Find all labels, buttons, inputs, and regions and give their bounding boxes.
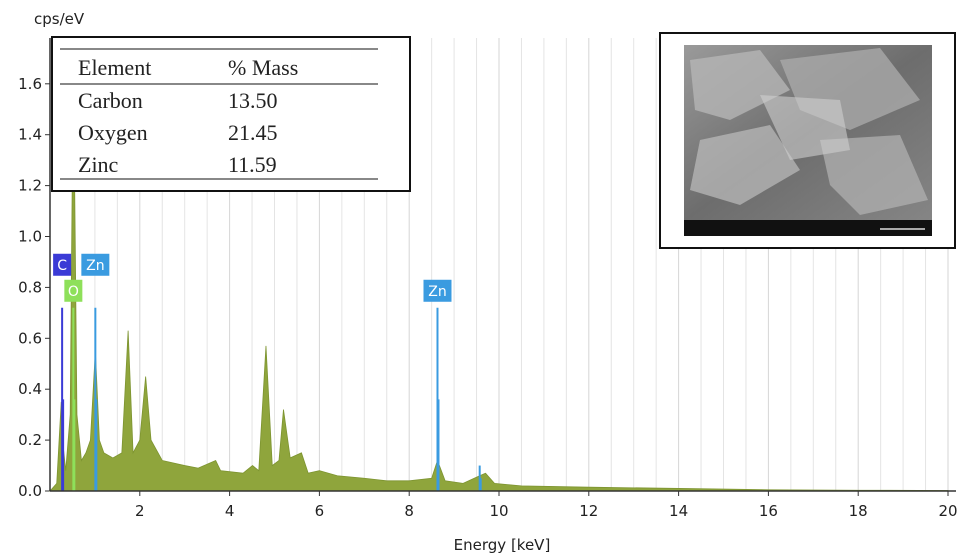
- y-tick-label: 1.0: [18, 228, 42, 246]
- y-tick-label: 0.6: [18, 329, 42, 347]
- table-header: Element: [78, 55, 151, 80]
- y-tick-label: 0.0: [18, 482, 42, 500]
- element-label: O: [68, 284, 79, 300]
- spectrum-area: [49, 53, 949, 492]
- table-header: % Mass: [228, 55, 298, 80]
- y-tick-label: 0.2: [18, 431, 42, 449]
- element-label: C: [57, 258, 67, 274]
- table-cell: Carbon: [78, 88, 143, 113]
- y-tick-label: 1.2: [18, 177, 42, 195]
- data-table: Element % Mass Carbon 13.50 Oxygen 21.45…: [51, 36, 411, 192]
- table-cell: 13.50: [228, 88, 278, 113]
- element-label-box: [64, 279, 83, 302]
- x-tick-label: 12: [579, 502, 598, 520]
- y-tick-label: 1.6: [18, 75, 42, 93]
- x-tick-label: 20: [938, 502, 957, 520]
- x-tick-label: 10: [489, 502, 508, 520]
- x-tick-label: 6: [315, 502, 325, 520]
- x-axis-label: Energy [keV]: [454, 536, 551, 554]
- x-tick-label: 2: [135, 502, 145, 520]
- x-tick-label: 16: [759, 502, 778, 520]
- element-label: Zn: [428, 284, 446, 300]
- x-tick-label: 14: [669, 502, 688, 520]
- element-label-box: [53, 253, 72, 276]
- x-tick-label: 8: [404, 502, 414, 520]
- table-cell: Zinc: [78, 152, 119, 177]
- element-label: Zn: [86, 258, 104, 274]
- sem-image: [659, 32, 956, 249]
- table-cell: 11.59: [228, 152, 277, 177]
- y-tick-label: 0.4: [18, 380, 42, 398]
- y-tick-label: 1.4: [18, 126, 42, 144]
- element-label-box: [81, 253, 110, 276]
- y-axis-label: cps/eV: [34, 10, 85, 28]
- x-tick-label: 4: [225, 502, 235, 520]
- element-label-box: [423, 279, 452, 302]
- table-cell: 21.45: [228, 120, 278, 145]
- y-tick-label: 0.8: [18, 278, 42, 296]
- table-cell: Oxygen: [78, 120, 148, 145]
- x-tick-label: 18: [849, 502, 868, 520]
